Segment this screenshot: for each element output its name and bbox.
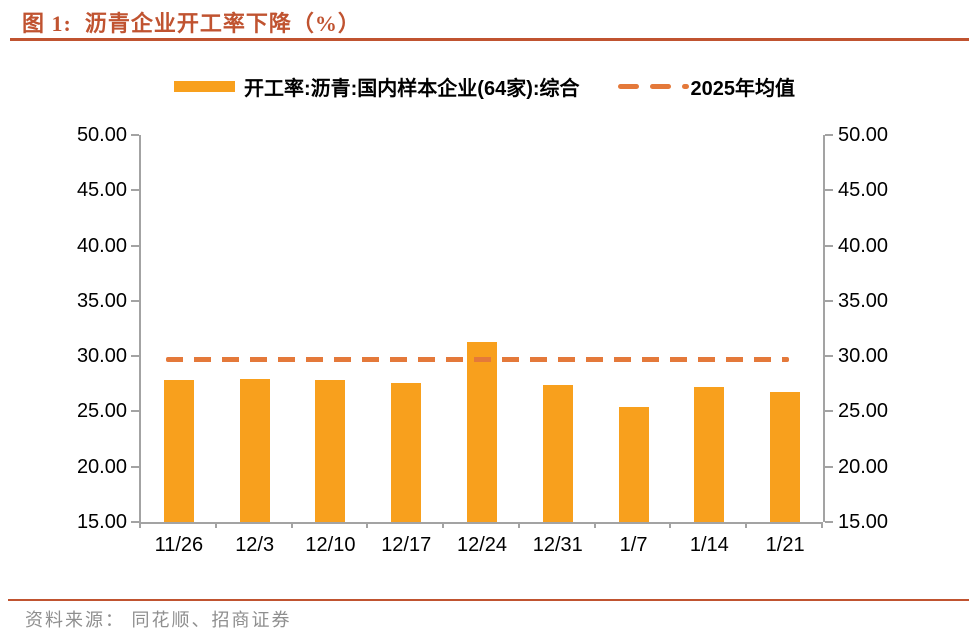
y-axis-line-right (823, 135, 825, 522)
x-axis-line (139, 522, 823, 524)
y-axis-label-right: 30.00 (838, 345, 889, 368)
figure-title: 图 1: 沥青企业开工率下降（%） (22, 11, 361, 36)
y-axis-label-right: 20.00 (838, 455, 889, 478)
y-axis-tick-left (131, 410, 139, 413)
x-axis-label: 12/24 (456, 534, 508, 556)
y-axis-tick-left (131, 189, 139, 192)
source-note: 资料来源： 同花顺、招商证券 (25, 610, 292, 630)
x-axis-tick (214, 522, 217, 528)
y-axis-tick-right (825, 244, 833, 247)
y-axis-label-right: 45.00 (838, 179, 889, 202)
bar (239, 379, 270, 522)
y-axis-label-left: 40.00 (76, 234, 127, 257)
x-axis-tick (821, 522, 823, 528)
y-axis-label-left: 45.00 (76, 179, 127, 202)
y-axis-tick-right (825, 299, 833, 302)
y-axis-label-left: 20.00 (76, 455, 127, 478)
x-axis-tick (745, 522, 748, 528)
legend-dashed-line-swatch (617, 83, 689, 89)
x-axis-label: 12/3 (235, 534, 275, 556)
x-axis-label: 12/17 (381, 534, 432, 556)
y-axis-tick-left (131, 521, 139, 523)
y-axis-label-left: 25.00 (76, 400, 127, 423)
y-axis-label-left: 15.00 (76, 511, 127, 533)
x-axis-label: 1/21 (765, 534, 805, 556)
x-axis-label: 12/31 (532, 534, 583, 556)
y-axis-label-left: 30.00 (76, 345, 127, 368)
y-axis-label-left: 35.00 (76, 289, 127, 312)
y-axis-label-right: 35.00 (838, 289, 889, 312)
footer-rule (8, 599, 969, 601)
x-axis-label: 11/26 (154, 534, 204, 556)
legend-bar-label: 开工率:沥青:国内样本企业(64家):综合 (243, 77, 580, 100)
y-axis-tick-right (825, 134, 833, 136)
y-axis-line-left (139, 135, 141, 522)
x-axis-tick (442, 522, 445, 528)
y-axis-label-right: 40.00 (838, 234, 889, 257)
x-axis-tick (366, 522, 369, 528)
y-axis-label-left: 50.00 (76, 124, 127, 146)
bar (694, 387, 725, 522)
bar (391, 382, 422, 522)
y-axis-tick-left (131, 134, 139, 136)
bar (542, 384, 573, 522)
bar (163, 380, 194, 522)
x-axis-label: 12/10 (305, 534, 356, 556)
y-axis-tick-right (825, 410, 833, 413)
average-dashed-line (166, 356, 789, 362)
y-axis-label-right: 25.00 (838, 400, 889, 423)
legend-average-label: 2025年均值 (690, 77, 796, 100)
y-axis-tick-left (131, 299, 139, 302)
y-axis-tick-left (131, 465, 139, 468)
y-axis-tick-right (825, 465, 833, 468)
x-axis-tick (139, 522, 141, 528)
chart-legend: 开工率:沥青:国内样本企业(64家):综合 2025年均值 (0, 73, 969, 100)
x-axis-tick (517, 522, 520, 528)
y-axis-tick-right (825, 355, 833, 358)
x-axis-label: 1/14 (689, 534, 729, 556)
y-axis-tick-right (825, 521, 833, 523)
y-axis-tick-left (131, 244, 139, 247)
y-axis-label-right: 50.00 (838, 124, 889, 146)
y-axis-label-right: 15.00 (838, 511, 889, 533)
bar (467, 341, 497, 522)
x-axis-tick (669, 522, 672, 528)
y-axis-tick-left (131, 355, 139, 358)
x-axis-tick (290, 522, 293, 528)
x-axis-label: 1/7 (619, 534, 648, 556)
title-rule (10, 38, 969, 41)
bar (618, 407, 649, 522)
y-axis-tick-right (825, 189, 833, 192)
legend-bar-swatch (173, 80, 235, 92)
bar (770, 391, 801, 522)
x-axis-tick (593, 522, 596, 528)
bar (315, 380, 346, 522)
